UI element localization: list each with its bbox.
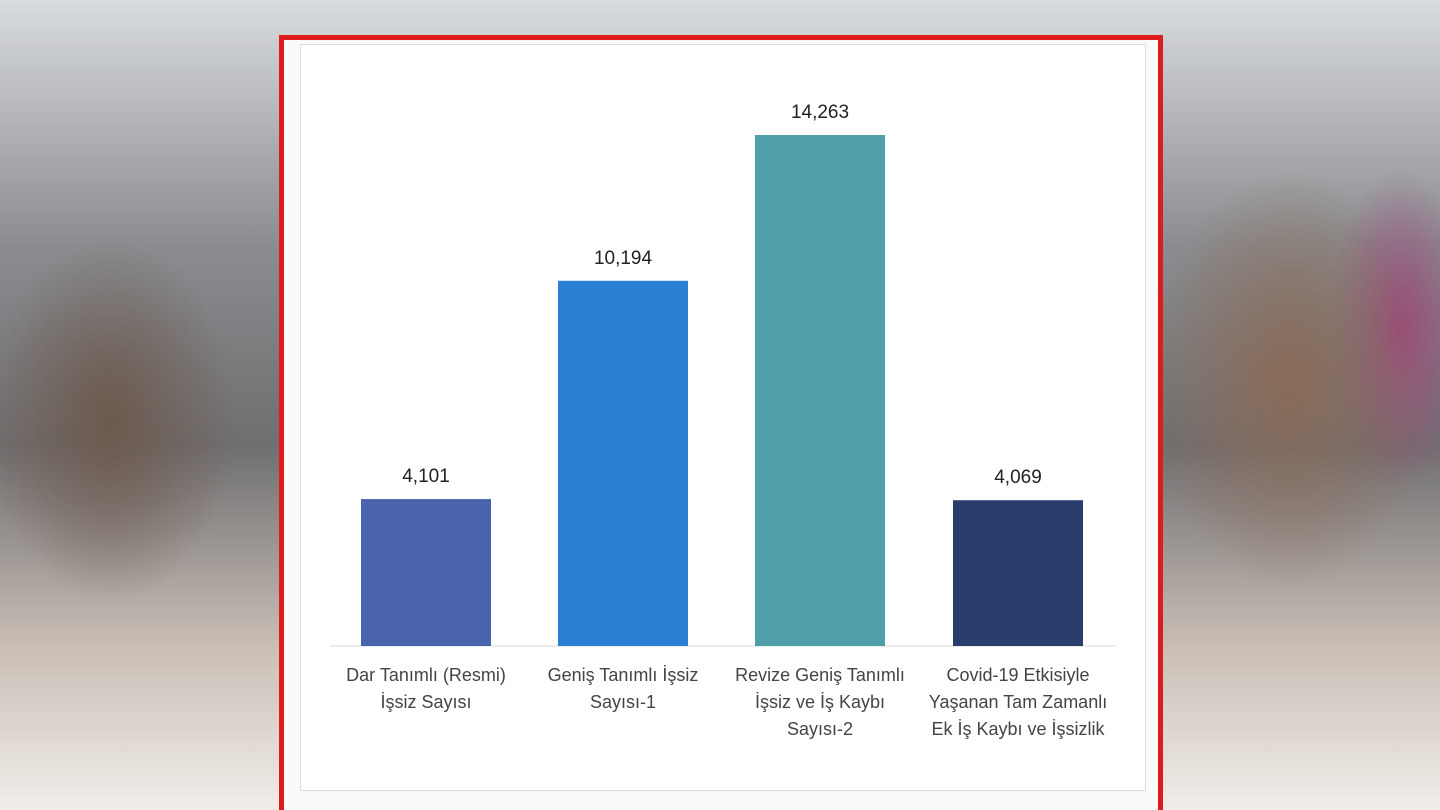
- category-label: Geniş Tanımlı İşsiz Sayısı-1: [547, 665, 699, 712]
- bar: [558, 280, 688, 646]
- bar: [361, 499, 491, 646]
- value-label: 10,194: [594, 248, 653, 269]
- bar: [755, 135, 885, 646]
- value-label: 14,263: [791, 102, 849, 123]
- category-label: Covid-19 Etkisiyle Yaşanan Tam Zamanlı E…: [928, 665, 1108, 739]
- category-label: Dar Tanımlı (Resmi) İşsiz Sayısı: [346, 665, 506, 712]
- value-label: 4,069: [994, 467, 1042, 488]
- chart-panel: [300, 44, 1146, 791]
- value-label: 4,101: [402, 466, 450, 487]
- category-label: Revize Geniş Tanımlı İşsiz ve İş Kaybı S…: [735, 665, 905, 739]
- bar: [953, 500, 1083, 646]
